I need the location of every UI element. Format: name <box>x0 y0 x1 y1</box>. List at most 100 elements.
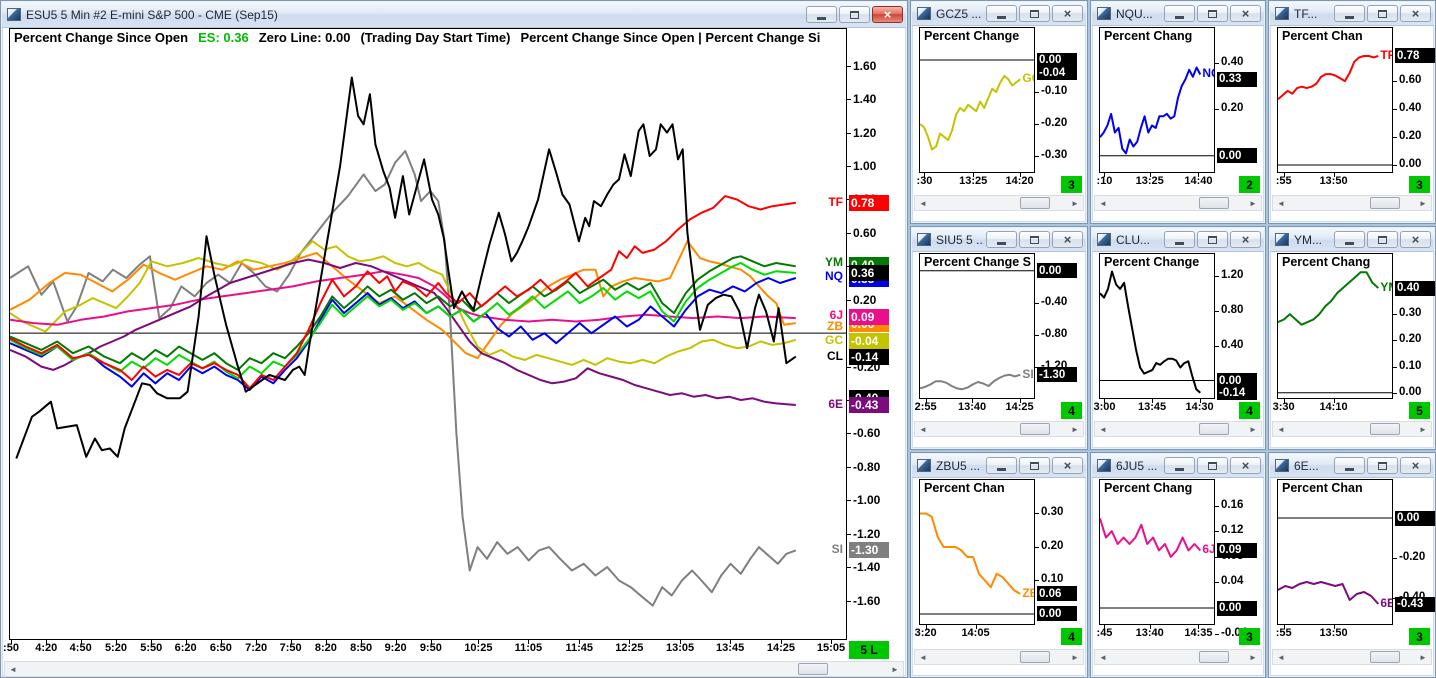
scroll-right-arrow[interactable]: ► <box>1071 198 1079 208</box>
app-icon <box>7 8 21 21</box>
scroll-thumb[interactable] <box>1020 651 1051 663</box>
restore-button[interactable] <box>1019 231 1050 248</box>
titlebar[interactable]: ESU5 5 Min #2 E-mini S&P 500 - CME (Sep1… <box>2 2 906 28</box>
scroll-thumb[interactable] <box>1369 651 1400 663</box>
close-button[interactable]: × <box>1400 457 1431 474</box>
scroll-thumb[interactable] <box>1020 197 1051 209</box>
scroll-right-arrow[interactable]: ► <box>891 664 899 674</box>
horizontal-scrollbar[interactable]: ◄ ► <box>1272 195 1432 211</box>
minimize-button[interactable] <box>1164 457 1195 474</box>
horizontal-scrollbar[interactable]: ◄ ► <box>914 421 1084 437</box>
x-axis-tick-mark <box>1152 399 1154 403</box>
y-axis-tick-label: 0.40 <box>1399 102 1422 115</box>
restore-button[interactable] <box>1197 5 1228 22</box>
titlebar[interactable]: SIU5 5 ... × <box>912 228 1086 252</box>
scroll-right-arrow[interactable]: ► <box>1419 198 1427 208</box>
close-button[interactable]: × <box>1230 457 1261 474</box>
scroll-left-arrow[interactable]: ◄ <box>919 198 927 208</box>
chart-plot-area[interactable]: 6J Percent Chang <box>1099 479 1215 625</box>
chart-plot-area[interactable]: Percent Change <box>1099 253 1215 399</box>
titlebar[interactable]: 6E... × <box>1270 454 1434 478</box>
chart-plot-area[interactable]: SI Percent Change S <box>919 253 1035 399</box>
minimize-button[interactable] <box>1334 231 1365 248</box>
scroll-left-arrow[interactable]: ◄ <box>1099 424 1107 434</box>
horizontal-scrollbar[interactable]: ◄ ► <box>1272 649 1432 665</box>
scroll-left-arrow[interactable]: ◄ <box>1099 198 1107 208</box>
minimize-button[interactable] <box>1164 5 1195 22</box>
scroll-right-arrow[interactable]: ► <box>1071 424 1079 434</box>
close-button[interactable]: × <box>1230 5 1261 22</box>
horizontal-scrollbar[interactable]: ◄ ► <box>914 195 1084 211</box>
minimize-icon <box>997 241 1006 245</box>
minimize-button[interactable] <box>986 231 1017 248</box>
minimize-button[interactable] <box>1164 231 1195 248</box>
restore-button[interactable] <box>1197 457 1228 474</box>
close-button[interactable]: × <box>1230 231 1261 248</box>
minimize-button[interactable] <box>986 5 1017 22</box>
horizontal-scrollbar[interactable]: ◄ ► <box>914 649 1084 665</box>
restore-button[interactable] <box>1019 457 1050 474</box>
titlebar[interactable]: TF... × <box>1270 2 1434 26</box>
close-button[interactable]: × <box>872 6 903 23</box>
titlebar[interactable]: CLU... × <box>1092 228 1264 252</box>
minimize-button[interactable] <box>1334 5 1365 22</box>
titlebar[interactable]: GCZ5 ... × <box>912 2 1086 26</box>
scroll-thumb[interactable] <box>1198 651 1229 663</box>
scroll-thumb[interactable] <box>1198 197 1229 209</box>
close-button[interactable]: × <box>1400 5 1431 22</box>
close-button[interactable]: × <box>1052 231 1083 248</box>
scroll-left-arrow[interactable]: ◄ <box>1099 652 1107 662</box>
series-line-TF <box>10 195 796 390</box>
horizontal-scrollbar[interactable]: ◄ ► <box>1094 421 1262 437</box>
chart-plot-area[interactable]: TF Percent Chan <box>1277 27 1393 173</box>
restore-button[interactable] <box>1367 457 1398 474</box>
titlebar[interactable]: NQU... × <box>1092 2 1264 26</box>
scroll-left-arrow[interactable]: ◄ <box>9 664 17 674</box>
restore-button[interactable] <box>1197 231 1228 248</box>
scroll-left-arrow[interactable]: ◄ <box>1277 652 1285 662</box>
chart-plot-area[interactable]: YM Percent Chang <box>1277 253 1393 399</box>
x-axis-time-label: 13:40 <box>1135 627 1164 639</box>
scroll-thumb[interactable] <box>797 663 828 675</box>
minimize-button[interactable] <box>806 6 837 23</box>
chart-plot-area[interactable]: 6E Percent Chan <box>1277 479 1393 625</box>
chart-plot-area[interactable]: NQ Percent Chang <box>1099 27 1215 173</box>
scroll-left-arrow[interactable]: ◄ <box>919 652 927 662</box>
chart-plot-area[interactable]: GC Percent Change <box>919 27 1035 173</box>
close-button[interactable]: × <box>1052 457 1083 474</box>
scroll-thumb[interactable] <box>1369 197 1400 209</box>
horizontal-scrollbar[interactable]: ◄ ► <box>4 661 904 677</box>
scroll-thumb[interactable] <box>1020 423 1051 435</box>
scroll-left-arrow[interactable]: ◄ <box>919 424 927 434</box>
horizontal-scrollbar[interactable]: ◄ ► <box>1094 195 1262 211</box>
close-button[interactable]: × <box>1400 231 1431 248</box>
minimize-button[interactable] <box>986 457 1017 474</box>
scroll-right-arrow[interactable]: ► <box>1419 652 1427 662</box>
x-axis-tick-mark <box>1333 625 1335 629</box>
scroll-right-arrow[interactable]: ► <box>1249 652 1257 662</box>
scroll-right-arrow[interactable]: ► <box>1249 198 1257 208</box>
scroll-thumb[interactable] <box>1369 423 1400 435</box>
scroll-right-arrow[interactable]: ► <box>1419 424 1427 434</box>
price-value-box: 0.06 <box>1037 586 1077 602</box>
restore-button[interactable] <box>1019 5 1050 22</box>
scroll-right-arrow[interactable]: ► <box>1249 424 1257 434</box>
scroll-left-arrow[interactable]: ◄ <box>1277 198 1285 208</box>
titlebar[interactable]: 6JU5 ... × <box>1092 454 1264 478</box>
minimize-button[interactable] <box>1334 457 1365 474</box>
scroll-left-arrow[interactable]: ◄ <box>1277 424 1285 434</box>
chart-plot-area[interactable]: Percent Change Since Open ES: 0.36 Zero Li… <box>9 28 847 640</box>
close-button[interactable]: × <box>1052 5 1083 22</box>
chart-plot-area[interactable]: ZB Percent Chan <box>919 479 1035 625</box>
horizontal-scrollbar[interactable]: ◄ ► <box>1272 421 1432 437</box>
restore-button[interactable] <box>1367 5 1398 22</box>
scroll-right-arrow[interactable]: ► <box>1071 652 1079 662</box>
scroll-thumb[interactable] <box>1198 423 1229 435</box>
restore-button[interactable] <box>839 6 870 23</box>
titlebar[interactable]: ZBU5 ... × <box>912 454 1086 478</box>
titlebar[interactable]: YM... × <box>1270 228 1434 252</box>
x-axis-time-label: 14:25 <box>766 642 796 654</box>
horizontal-scrollbar[interactable]: ◄ ► <box>1094 649 1262 665</box>
y-axis-tick-label: 1.20 <box>1221 268 1244 281</box>
restore-button[interactable] <box>1367 231 1398 248</box>
